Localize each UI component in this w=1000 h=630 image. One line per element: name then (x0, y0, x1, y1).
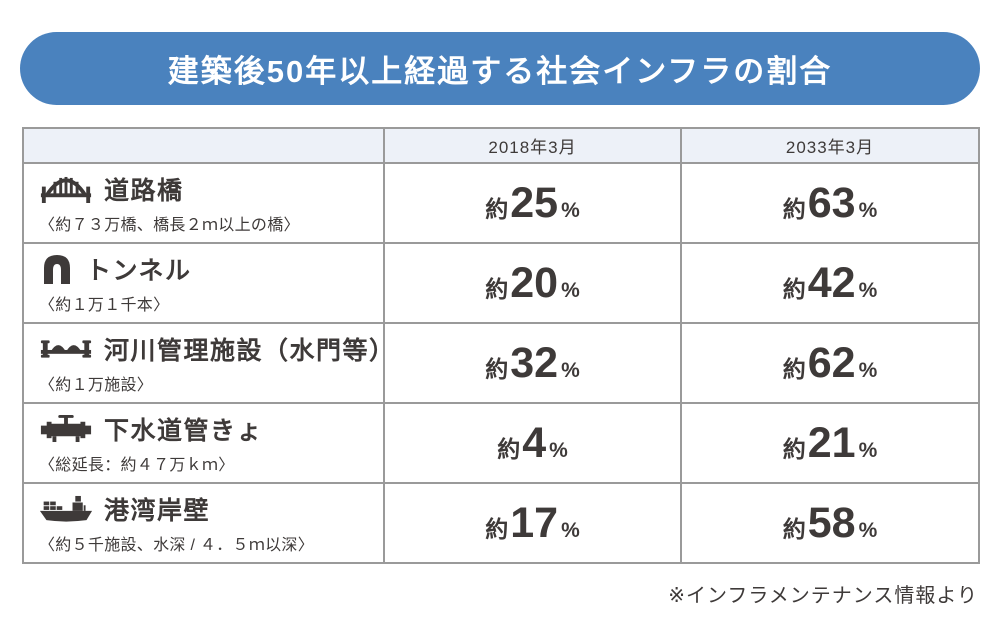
row-name: 道路橋 (104, 177, 184, 205)
infra-table: 2018年3月 2033年3月 (22, 127, 980, 564)
approx-label: 約 (485, 355, 509, 382)
value-number: 62 (807, 338, 856, 387)
table-row-road-bridge: 道路橋 〈約７３万橋、橋長２ｍ以上の橋〉 約25% 約63% (22, 162, 980, 244)
approx-label: 約 (782, 355, 806, 382)
approx-label: 約 (782, 435, 806, 462)
header-2033: 2033年3月 (680, 127, 980, 164)
source-footnote: ※インフラメンテナンス情報より (668, 585, 978, 607)
value-number: 17 (510, 498, 559, 547)
value-number: 58 (807, 498, 856, 547)
value-2033: 約21% (680, 402, 980, 484)
page-title: 建築後50年以上経過する社会インフラの割合 (167, 54, 833, 89)
value-number: 25 (510, 178, 559, 227)
table-row-quay-wall: 港湾岸壁 〈約５千施設、水深 / ４．５ｍ以深〉 約17% 約58% (22, 482, 980, 564)
value-2033: 約58% (680, 482, 980, 564)
row-name: 河川管理施設（水門等） (104, 337, 396, 365)
row-name: トンネル (86, 257, 192, 285)
table-row-river-facility: 河川管理施設（水門等） 〈約１万施設〉 約32% 約62% (22, 322, 980, 404)
approx-label: 約 (485, 275, 509, 302)
tunnel-icon (39, 251, 75, 287)
percent-sign: % (549, 438, 568, 462)
percent-sign: % (561, 518, 580, 542)
row-label-cell: トンネル 〈約１万１千本〉 (22, 242, 385, 324)
row-name: 港湾岸壁 (104, 497, 211, 525)
table-row-sewer-pipe: 下水道管きょ 〈総延長：約４７万ｋｍ〉 約4% 約21% (22, 402, 980, 484)
table-row-tunnel: トンネル 〈約１万１千本〉 約20% 約42% (22, 242, 980, 324)
header-2018: 2018年3月 (383, 127, 682, 164)
percent-sign: % (858, 358, 878, 382)
row-label-cell: 道路橋 〈約７３万橋、橋長２ｍ以上の橋〉 (22, 162, 385, 244)
value-2033: 約62% (680, 322, 980, 404)
row-name: 下水道管きょ (104, 417, 264, 445)
value-number: 63 (807, 178, 856, 227)
value-2018: 約17% (383, 482, 682, 564)
percent-sign: % (561, 358, 580, 382)
percent-sign: % (561, 278, 580, 302)
row-note: 〈約１万１千本〉 (39, 297, 170, 314)
percent-sign: % (858, 438, 878, 462)
header-empty-cell (22, 127, 385, 164)
value-number: 32 (510, 338, 559, 387)
value-2033: 約63% (680, 162, 980, 244)
sluice-gate-icon (39, 338, 93, 360)
percent-sign: % (561, 198, 580, 222)
row-note: 〈約１万施設〉 (39, 377, 154, 394)
row-note: 〈総延長：約４７万ｋｍ〉 (39, 457, 235, 474)
bridge-icon (39, 173, 93, 206)
title-banner: 建築後50年以上経過する社会インフラの割合 (20, 32, 980, 105)
approx-label: 約 (497, 435, 521, 462)
approx-label: 約 (782, 275, 806, 302)
value-number: 21 (807, 418, 856, 467)
row-label-cell: 河川管理施設（水門等） 〈約１万施設〉 (22, 322, 394, 404)
value-number: 42 (807, 258, 856, 307)
value-2018: 約32% (383, 322, 682, 404)
percent-sign: % (858, 198, 878, 222)
approx-label: 約 (782, 195, 806, 222)
sewer-pipe-icon (39, 413, 93, 445)
header-row: 2018年3月 2033年3月 (22, 127, 980, 164)
approx-label: 約 (485, 515, 509, 542)
value-number: 4 (522, 418, 547, 467)
value-number: 20 (510, 258, 559, 307)
percent-sign: % (858, 518, 878, 542)
row-label-cell: 下水道管きょ 〈総延長：約４７万ｋｍ〉 (22, 402, 385, 484)
row-note: 〈約７３万橋、橋長２ｍ以上の橋〉 (39, 217, 300, 234)
value-2018: 約4% (383, 402, 682, 484)
value-2033: 約42% (680, 242, 980, 324)
value-2018: 約20% (383, 242, 682, 324)
ship-icon (39, 494, 93, 524)
value-2018: 約25% (383, 162, 682, 244)
row-label-cell: 港湾岸壁 〈約５千施設、水深 / ４．５ｍ以深〉 (22, 482, 385, 564)
percent-sign: % (858, 278, 878, 302)
row-note: 〈約５千施設、水深 / ４．５ｍ以深〉 (39, 537, 315, 554)
approx-label: 約 (782, 515, 806, 542)
approx-label: 約 (485, 195, 509, 222)
